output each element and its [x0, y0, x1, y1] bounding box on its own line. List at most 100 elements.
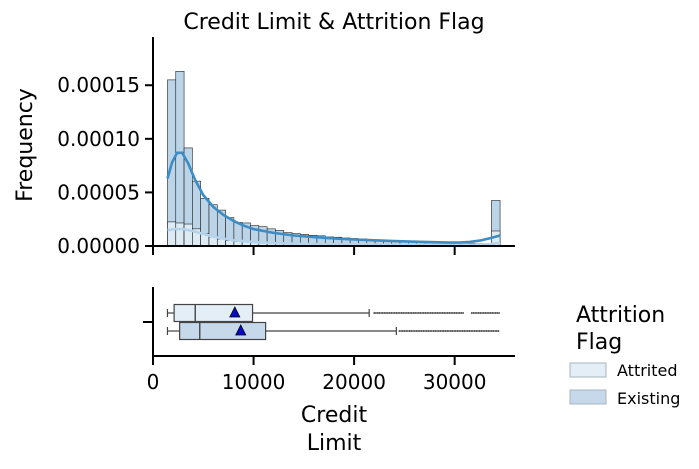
histogram-plot: 0.00000 0.00005 0.00010 0.00015	[57, 37, 515, 258]
outlier-existing	[463, 330, 466, 332]
outlier-existing	[429, 330, 432, 332]
outlier-existing	[471, 330, 474, 332]
outlier-attrited	[410, 312, 413, 314]
hist-bar-existing	[175, 70, 185, 247]
outlier-attrited	[434, 312, 437, 314]
legend-title-line-2: Flag	[576, 330, 622, 355]
outlier-attrited	[460, 312, 463, 314]
outlier-attrited	[388, 312, 391, 314]
chart-title: Credit Limit & Attrition Flag	[183, 10, 484, 35]
hist-bar-attrited	[167, 221, 177, 247]
outlier-attrited	[426, 312, 429, 314]
outlier-attrited	[489, 312, 492, 314]
outlier-existing	[420, 330, 423, 332]
legend-swatch-existing	[569, 389, 607, 405]
outlier-existing	[470, 330, 473, 332]
outlier-attrited	[474, 312, 477, 314]
outlier-attrited	[450, 312, 453, 314]
outlier-attrited	[448, 312, 451, 314]
x-axis-label-line-2: Limit	[307, 431, 362, 456]
outlier-existing	[480, 330, 483, 332]
outlier-attrited	[414, 312, 417, 314]
outlier-attrited	[472, 312, 475, 314]
outlier-existing	[439, 330, 442, 332]
legend-label-attrited: Attrited	[617, 361, 678, 380]
outlier-existing	[412, 330, 414, 332]
outlier-attrited	[386, 312, 389, 314]
outlier-attrited	[409, 312, 412, 314]
outlier-attrited	[424, 312, 427, 314]
outlier-existing	[398, 330, 401, 332]
hist-bar-attrited	[175, 222, 185, 247]
outlier-existing	[432, 330, 435, 332]
outlier-existing	[460, 330, 462, 332]
outlier-attrited	[390, 312, 393, 314]
outlier-existing	[422, 330, 425, 332]
mean-marker-attrited	[229, 306, 241, 318]
hist-y-tick-label: 0.00010	[57, 127, 140, 151]
outlier-existing	[407, 330, 409, 332]
outlier-attrited	[429, 312, 432, 314]
outlier-attrited	[400, 312, 403, 314]
outlier-existing	[401, 330, 404, 332]
outlier-attrited	[421, 312, 423, 314]
x-axis-label-line-1: Credit	[301, 403, 368, 428]
outlier-existing	[403, 330, 406, 332]
outlier-attrited	[475, 312, 478, 314]
hist-y-tick-label: 0.00005	[57, 180, 140, 204]
outlier-existing	[444, 330, 447, 332]
outlier-attrited	[416, 312, 418, 314]
outlier-existing	[475, 330, 478, 332]
outlier-attrited	[458, 312, 461, 314]
outlier-attrited	[487, 312, 490, 314]
box-x-tick-label: 10000	[222, 370, 286, 394]
outlier-attrited	[438, 312, 441, 314]
outlier-existing	[427, 330, 430, 332]
outlier-attrited	[470, 312, 473, 314]
outlier-existing	[466, 330, 469, 332]
y-axis-label: Frequency	[13, 88, 38, 202]
outlier-attrited	[479, 312, 482, 314]
outlier-existing	[434, 330, 437, 332]
outlier-attrited	[446, 312, 449, 314]
outlier-attrited	[380, 312, 382, 314]
hist-bar-attrited	[183, 223, 193, 247]
outlier-existing	[446, 330, 449, 332]
outlier-attrited	[392, 312, 394, 314]
outlier-attrited	[385, 312, 388, 314]
mean-marker-existing	[235, 324, 247, 336]
kde-line-attrited	[167, 227, 501, 247]
outlier-attrited	[496, 312, 499, 314]
outlier-existing	[473, 330, 476, 332]
outlier-existing	[448, 330, 450, 332]
outlier-existing	[490, 330, 493, 332]
legend: Attrition Flag Attrited Existing	[569, 303, 680, 408]
box-x-tick-label: 0	[147, 370, 160, 394]
outlier-attrited	[431, 312, 434, 314]
outlier-existing	[405, 330, 408, 332]
outlier-existing	[441, 330, 443, 332]
outlier-existing	[465, 330, 467, 332]
outlier-attrited	[376, 312, 379, 314]
box-attrited	[173, 303, 254, 323]
outlier-attrited	[398, 312, 401, 314]
outlier-attrited	[417, 312, 420, 314]
outlier-attrited	[462, 312, 465, 314]
outlier-existing	[425, 330, 428, 332]
boxplot-plot: 0 10000 20000 30000	[143, 287, 515, 394]
outlier-attrited	[481, 312, 483, 314]
outlier-existing	[415, 330, 418, 332]
outlier-attrited	[395, 312, 398, 314]
legend-swatch-attrited	[569, 362, 607, 378]
hist-y-tick-label: 0.00000	[57, 234, 140, 258]
outlier-attrited	[405, 312, 408, 314]
outlier-attrited	[404, 312, 406, 314]
outlier-existing	[494, 330, 496, 332]
kde-line-existing	[166, 151, 501, 244]
outlier-existing	[478, 330, 481, 332]
outlier-existing	[489, 330, 491, 332]
outlier-existing	[461, 330, 464, 332]
outlier-attrited	[455, 312, 458, 314]
box-x-tick-label: 20000	[322, 370, 386, 394]
